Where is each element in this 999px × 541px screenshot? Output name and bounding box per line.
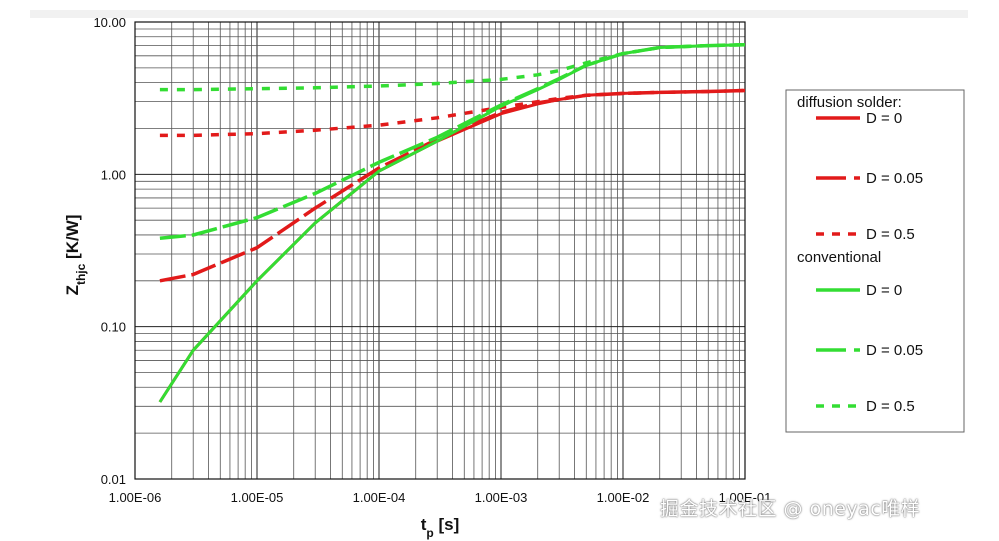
legend-box [785, 89, 965, 433]
y-tick-label: 10.00 [93, 15, 126, 30]
top-divider-bar [30, 10, 968, 18]
x-tick-label: 1.00E-01 [719, 490, 772, 505]
series-layer [158, 42, 746, 403]
x-tick-label: 1.00E-04 [353, 490, 406, 505]
plot-area [135, 22, 745, 479]
x-tick-label: 1.00E-03 [475, 490, 528, 505]
x-tick-label: 1.00E-02 [597, 490, 650, 505]
series-line-conventional-5 [159, 42, 746, 92]
legend-group-title: diffusion solder: [797, 94, 902, 111]
series-line-diffusion-2 [159, 88, 746, 138]
legend-entry-label: D = 0 [866, 110, 902, 127]
watermark-text: 掘金技术社区 @ oneyac唯样 [660, 498, 921, 520]
x-axis-label: tp [s] [421, 515, 460, 540]
x-tick-labels: 1.00E-06 1.00E-05 1.00E-04 1.00E-03 1.00E-02… [109, 490, 772, 505]
y-tick-label: 0.01 [101, 472, 126, 487]
grid [134, 22, 745, 480]
y-axis-label: Zthjc [K/W] [63, 215, 88, 296]
y-tick-label: 0.10 [101, 320, 126, 335]
legend-entry-label: D = 0.05 [866, 170, 923, 187]
legend: diffusion solder:D = 0D = 0.05D = 0.5con… [785, 89, 965, 433]
legend-entry-label: D = 0.5 [866, 398, 915, 415]
legend-group-title: conventional [797, 249, 881, 266]
y-tick-labels: 0.01 0.10 1.00 10.00 [93, 15, 126, 487]
legend-entry-label: D = 0 [866, 282, 902, 299]
legend-entry-label: D = 0.05 [866, 342, 923, 359]
y-tick-label: 1.00 [101, 167, 126, 182]
legend-entry-label: D = 0.5 [866, 226, 915, 243]
x-tick-label: 1.00E-05 [231, 490, 284, 505]
plot-frame [134, 21, 746, 480]
x-tick-label: 1.00E-06 [109, 490, 162, 505]
